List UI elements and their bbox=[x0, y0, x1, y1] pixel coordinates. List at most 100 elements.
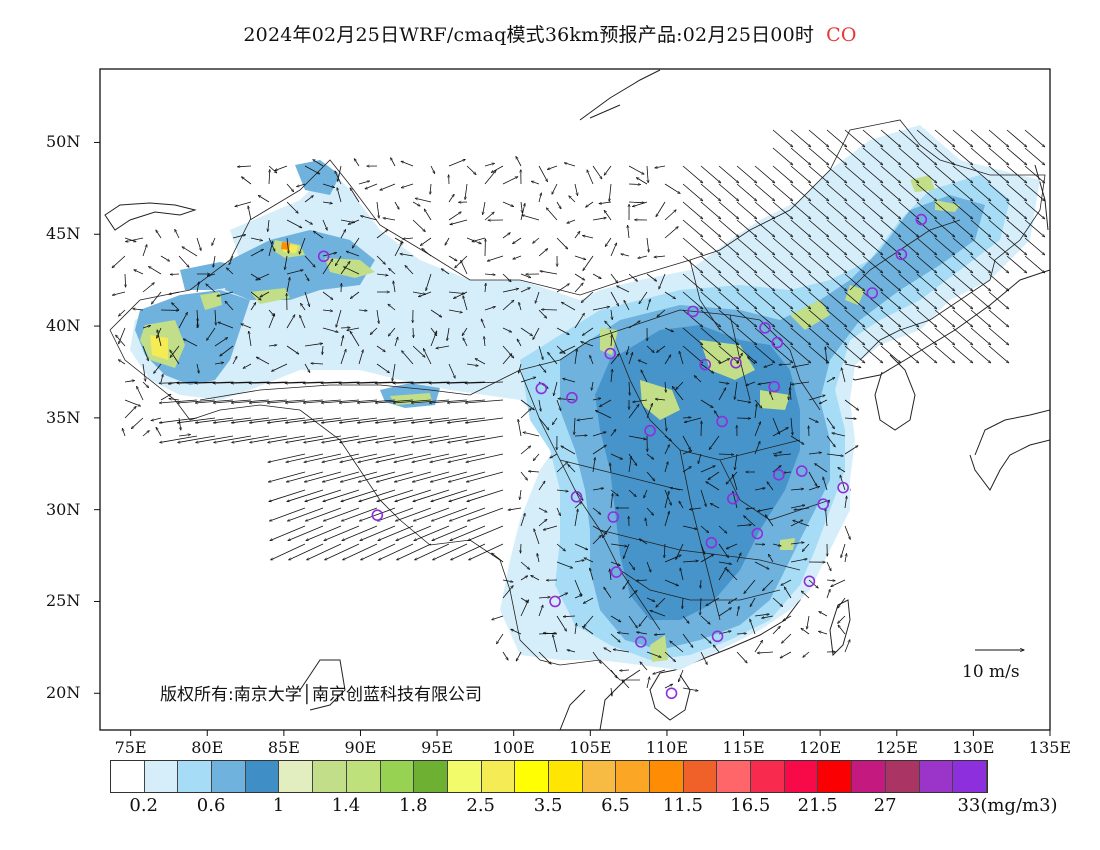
legend-label: 1 bbox=[272, 795, 285, 816]
station-marker bbox=[644, 424, 656, 437]
legend-color-cell bbox=[548, 761, 583, 792]
lon-tick-label: 110E bbox=[645, 738, 689, 757]
caspian-outline bbox=[104, 202, 197, 231]
station-marker bbox=[772, 468, 785, 481]
legend-label: 21.5 bbox=[797, 795, 838, 816]
lon-tick-label: 130E bbox=[952, 738, 995, 757]
legend-color-cell bbox=[414, 761, 448, 792]
station-marker bbox=[665, 687, 678, 700]
legend-label: 2.5 bbox=[466, 795, 496, 816]
station-marker bbox=[837, 481, 849, 494]
legend-color-cell bbox=[380, 761, 415, 792]
taiwan-outline bbox=[829, 599, 851, 657]
station-marker bbox=[716, 415, 728, 428]
station-marker bbox=[751, 527, 764, 540]
lon-tick-label: 135E bbox=[1028, 738, 1072, 757]
station-marker bbox=[727, 492, 739, 505]
legend-color-cell bbox=[279, 761, 314, 792]
lat-tick-label: 50N bbox=[46, 132, 81, 152]
station-marker bbox=[759, 322, 771, 334]
station-marker bbox=[895, 248, 908, 261]
title-text: 2024年02月25日WRF/cmaq模式36km预报产品:02月25日00时 bbox=[243, 24, 815, 46]
map-title: 2024年02月25日WRF/cmaq模式36km预报产品:02月25日00时 C… bbox=[0, 20, 1100, 47]
legend-color-cell bbox=[245, 761, 280, 792]
concentration-field bbox=[130, 125, 1040, 670]
station-marker bbox=[730, 356, 742, 369]
station-marker bbox=[771, 336, 784, 349]
lon-tick-label: 100E bbox=[492, 738, 535, 757]
legend-color-cell bbox=[616, 761, 650, 792]
legend-color-cell bbox=[919, 761, 954, 792]
station-marker bbox=[803, 575, 816, 588]
station-marker bbox=[915, 213, 928, 226]
legend-color-cell bbox=[953, 761, 987, 792]
lon-tick-label: 115E bbox=[722, 738, 765, 757]
lat-tick-label: 40N bbox=[46, 316, 81, 336]
station-marker bbox=[687, 305, 699, 318]
species-label: CO bbox=[826, 24, 857, 46]
lon-tick-label: 120E bbox=[799, 738, 842, 757]
legend-color-cell bbox=[818, 761, 853, 792]
legend-color-cell bbox=[111, 761, 145, 792]
lon-tick-label: 90E bbox=[344, 738, 377, 757]
legend-color-cell bbox=[346, 761, 381, 792]
lon-tick-label: 105E bbox=[569, 738, 612, 757]
korea-outline bbox=[874, 354, 916, 431]
legend-label: 6.5 bbox=[601, 795, 630, 816]
legend-color-cell bbox=[885, 761, 920, 792]
legend-color-cell bbox=[650, 761, 684, 792]
japan-outline bbox=[969, 409, 1050, 491]
station-marker bbox=[604, 347, 617, 360]
copyright-text: 版权所有:南京大学│南京创蓝科技有限公司 bbox=[160, 685, 482, 705]
legend-label: 1.4 bbox=[331, 795, 361, 816]
legend-color-cell bbox=[717, 761, 752, 792]
station-marker bbox=[607, 511, 620, 523]
legend-label: 1.8 bbox=[398, 795, 428, 816]
legend-label: 0.2 bbox=[129, 795, 159, 816]
map-frame bbox=[99, 68, 1051, 731]
legend-label: 33(mg/m3) bbox=[957, 795, 1058, 816]
legend-color-cell bbox=[582, 761, 617, 792]
station-marker bbox=[317, 250, 330, 263]
legend-color-cell bbox=[852, 761, 886, 792]
legend-color-cell bbox=[447, 761, 482, 792]
legend-color-cell bbox=[784, 761, 819, 792]
lat-tick-label: 25N bbox=[46, 591, 81, 611]
station-marker bbox=[570, 491, 583, 503]
station-marker bbox=[699, 358, 712, 371]
station-marker bbox=[795, 465, 808, 477]
legend-color-cell bbox=[144, 761, 179, 792]
legend-label: 16.5 bbox=[730, 795, 771, 816]
lat-tick-label: 30N bbox=[46, 499, 81, 519]
lon-tick-label: 85E bbox=[267, 738, 300, 757]
station-marker bbox=[371, 509, 384, 521]
legend-color-cell bbox=[683, 761, 718, 792]
wind-vectors bbox=[112, 129, 1045, 696]
lon-tick-label: 95E bbox=[421, 738, 454, 757]
legend-color-cell bbox=[212, 761, 246, 792]
station-marker bbox=[705, 536, 718, 549]
legend-color-cell bbox=[751, 761, 785, 792]
lon-tick-label: 75E bbox=[114, 738, 147, 757]
station-marker bbox=[610, 566, 623, 578]
legend-color-cell bbox=[313, 761, 347, 792]
color-legend bbox=[110, 760, 988, 793]
legend-label: 11.5 bbox=[662, 795, 703, 816]
legend-color-cell bbox=[515, 761, 549, 792]
lon-tick-label: 125E bbox=[875, 738, 918, 757]
station-marker bbox=[635, 636, 647, 648]
se-asia-outline bbox=[299, 659, 641, 730]
lat-tick-label: 20N bbox=[46, 683, 81, 703]
lat-tick-label: 35N bbox=[46, 407, 81, 427]
station-marker bbox=[817, 498, 830, 510]
station-marker bbox=[768, 380, 780, 393]
station-marker bbox=[549, 595, 561, 608]
station-markers bbox=[317, 213, 928, 700]
legend-color-cell bbox=[178, 761, 213, 792]
wind-scale-label: 10 m/s bbox=[962, 662, 1020, 682]
station-marker bbox=[535, 382, 548, 395]
station-marker bbox=[866, 287, 879, 299]
legend-label: 3.5 bbox=[533, 795, 563, 816]
legend-label: 0.6 bbox=[196, 795, 226, 816]
